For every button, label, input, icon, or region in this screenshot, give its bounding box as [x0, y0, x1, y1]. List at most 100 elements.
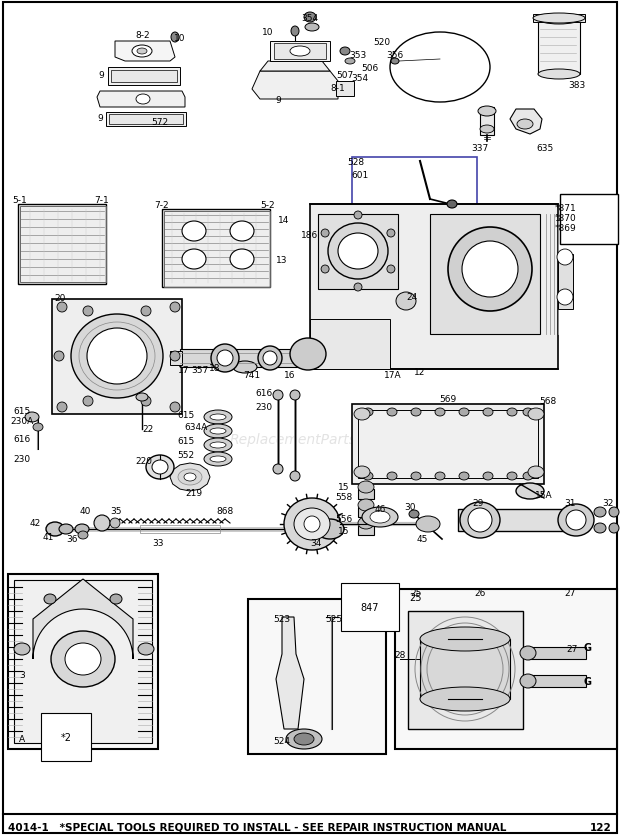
Bar — [52, 299, 182, 415]
Ellipse shape — [478, 107, 496, 117]
Text: 383: 383 — [569, 80, 586, 89]
Text: 337: 337 — [471, 143, 489, 152]
Ellipse shape — [528, 466, 544, 478]
Ellipse shape — [284, 498, 340, 550]
Text: 528: 528 — [347, 157, 365, 166]
Ellipse shape — [321, 230, 329, 237]
Ellipse shape — [557, 250, 573, 266]
Text: 5-2: 5-2 — [260, 201, 275, 209]
Text: 506: 506 — [361, 64, 379, 73]
Ellipse shape — [566, 511, 586, 530]
Ellipse shape — [94, 515, 110, 532]
Text: 558: 558 — [335, 493, 353, 502]
Text: 8-2: 8-2 — [136, 30, 150, 39]
Ellipse shape — [136, 394, 148, 401]
Text: 9: 9 — [275, 95, 281, 104]
Bar — [111, 71, 177, 83]
Ellipse shape — [152, 461, 168, 475]
Bar — [8, 574, 158, 749]
Ellipse shape — [291, 27, 299, 37]
Ellipse shape — [290, 472, 300, 482]
Ellipse shape — [533, 14, 585, 24]
Ellipse shape — [51, 631, 115, 687]
Ellipse shape — [273, 465, 283, 475]
Ellipse shape — [354, 466, 370, 478]
Ellipse shape — [71, 314, 163, 399]
Text: 24: 24 — [406, 292, 418, 301]
Bar — [358, 410, 538, 478]
Ellipse shape — [459, 409, 469, 416]
Ellipse shape — [420, 627, 510, 651]
Ellipse shape — [83, 396, 93, 406]
Bar — [558, 255, 573, 309]
Text: 230A: 230A — [11, 417, 33, 426]
Ellipse shape — [420, 687, 510, 711]
Polygon shape — [170, 463, 210, 492]
Ellipse shape — [110, 518, 120, 528]
Ellipse shape — [290, 339, 326, 370]
Ellipse shape — [110, 594, 122, 604]
Ellipse shape — [304, 517, 320, 533]
Ellipse shape — [57, 303, 67, 313]
Text: 18: 18 — [210, 363, 221, 372]
Bar — [352, 405, 544, 484]
Ellipse shape — [520, 646, 536, 660]
Text: 30: 30 — [404, 503, 416, 512]
Text: 357: 357 — [192, 365, 208, 374]
Text: 7-1: 7-1 — [95, 196, 109, 204]
Text: 28: 28 — [394, 650, 405, 659]
Ellipse shape — [65, 643, 101, 675]
Text: *869: *869 — [555, 223, 577, 232]
Ellipse shape — [517, 120, 533, 130]
Ellipse shape — [210, 415, 226, 421]
Ellipse shape — [178, 470, 202, 486]
Text: 42: 42 — [29, 519, 41, 528]
Ellipse shape — [387, 472, 397, 481]
Bar — [274, 44, 326, 60]
Text: 556: 556 — [335, 515, 353, 524]
Ellipse shape — [538, 70, 580, 80]
Text: 5-1: 5-1 — [12, 196, 27, 204]
Bar — [18, 205, 106, 285]
Bar — [336, 82, 354, 97]
Polygon shape — [252, 72, 338, 99]
Ellipse shape — [411, 409, 421, 416]
Text: 8-1: 8-1 — [330, 84, 345, 93]
Text: 9: 9 — [98, 70, 104, 79]
Ellipse shape — [516, 483, 544, 499]
Ellipse shape — [462, 242, 518, 298]
Ellipse shape — [290, 390, 300, 400]
Polygon shape — [97, 92, 185, 108]
Ellipse shape — [87, 329, 147, 385]
Text: 40: 40 — [79, 507, 91, 516]
Bar — [528, 647, 586, 660]
Ellipse shape — [230, 250, 254, 270]
Text: 36: 36 — [66, 535, 78, 544]
Ellipse shape — [304, 13, 316, 23]
Text: 616: 616 — [255, 388, 273, 397]
Text: 230: 230 — [14, 455, 30, 464]
Polygon shape — [276, 617, 304, 729]
Ellipse shape — [507, 472, 517, 481]
Text: 31: 31 — [564, 499, 576, 508]
Text: 569: 569 — [440, 395, 456, 404]
Ellipse shape — [78, 532, 88, 539]
Bar — [420, 640, 510, 699]
Ellipse shape — [204, 438, 232, 452]
Bar — [528, 675, 586, 687]
Bar — [358, 507, 374, 517]
Ellipse shape — [294, 733, 314, 745]
Bar — [164, 212, 270, 288]
Ellipse shape — [435, 472, 445, 481]
Bar — [108, 68, 180, 86]
Ellipse shape — [328, 224, 388, 280]
Ellipse shape — [483, 409, 493, 416]
Bar — [480, 108, 494, 135]
Text: G: G — [584, 676, 592, 686]
Text: 12: 12 — [414, 367, 426, 376]
Text: 17A: 17A — [384, 370, 402, 379]
Ellipse shape — [358, 482, 374, 493]
Text: 15A: 15A — [535, 491, 553, 500]
Text: 847: 847 — [361, 602, 379, 612]
Bar — [318, 215, 398, 289]
